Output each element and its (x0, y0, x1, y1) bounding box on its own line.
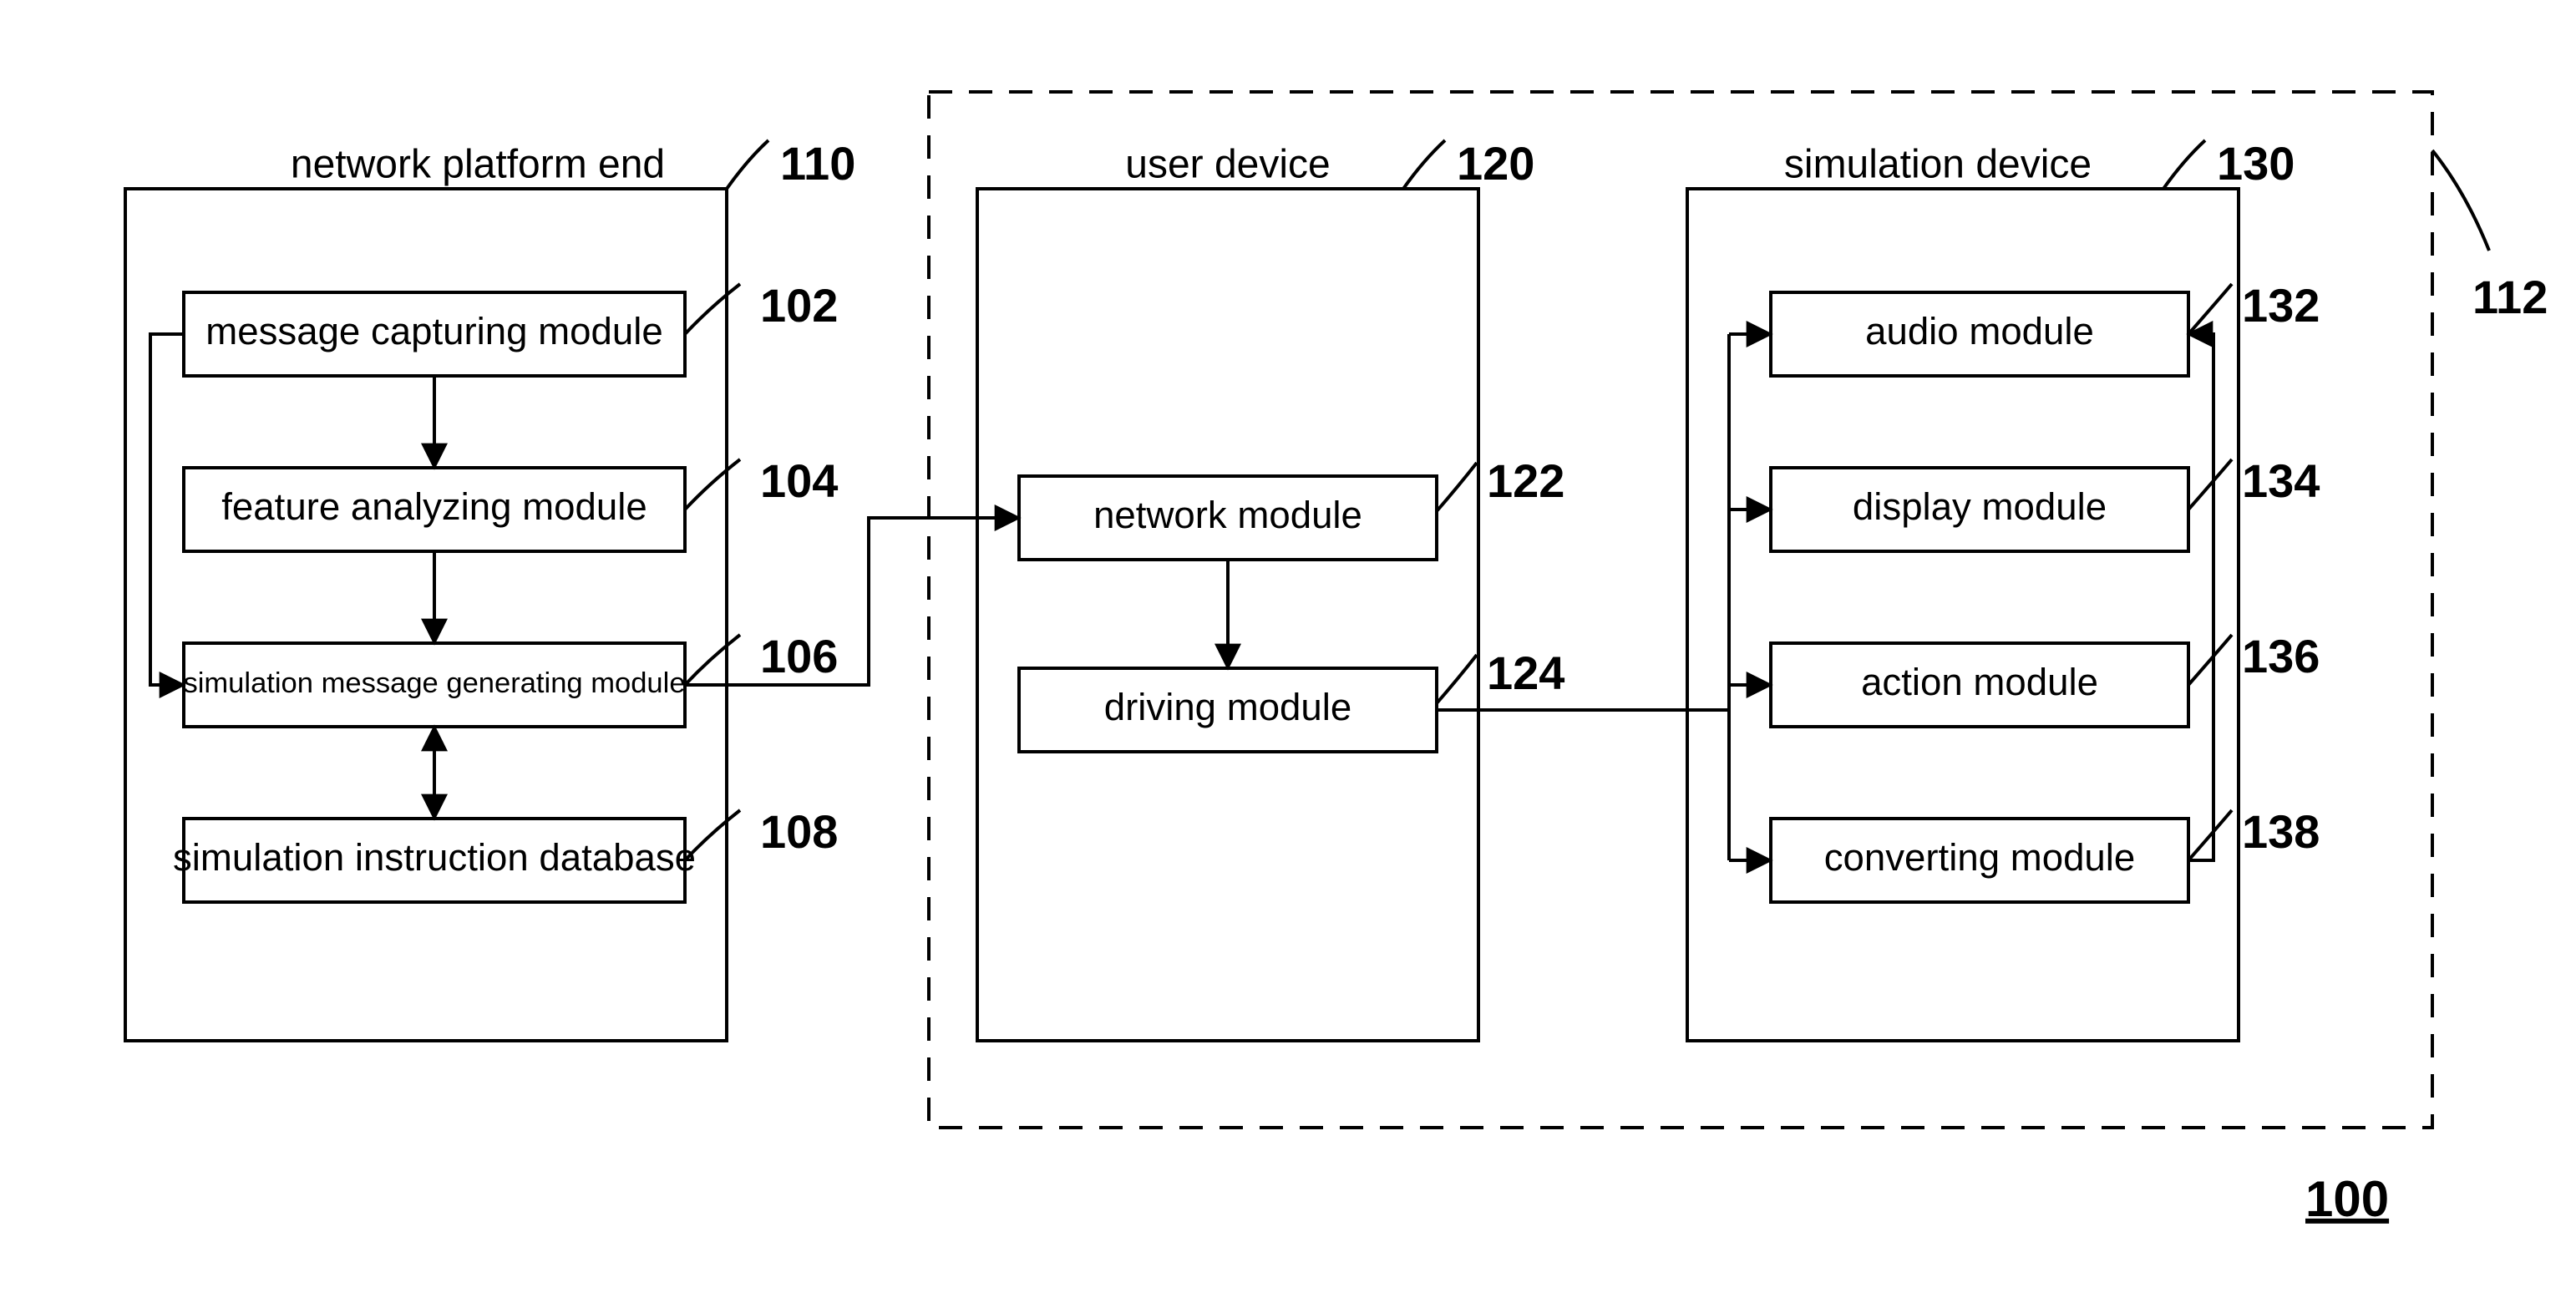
ref-num-102: 102 (760, 279, 838, 332)
ref-num-110: 110 (780, 137, 855, 190)
ref-num-134: 134 (2242, 454, 2320, 507)
converting_module-label: converting module (1824, 836, 2136, 879)
sim_msg_gen-label: simulation message generating module (183, 667, 685, 699)
edge-e_138_132 (2188, 334, 2213, 860)
ref-num-136: 136 (2242, 630, 2320, 682)
edge-e_124_bus_vert (1437, 334, 1729, 860)
user_device-title: user device (1125, 143, 1330, 187)
ref-num-122: 122 (1487, 454, 1564, 507)
ref-num-124: 124 (1487, 646, 1564, 699)
message_capturing-label: message capturing module (205, 310, 662, 352)
ref-num-112: 112 (2472, 271, 2548, 323)
driving_module-label: driving module (1104, 686, 1352, 728)
ref-num-108: 108 (760, 805, 838, 858)
audio_module-label: audio module (1865, 310, 2094, 352)
network_platform_end-title: network platform end (291, 143, 665, 187)
sim_instr_db-label: simulation instruction database (173, 836, 696, 879)
feature_analyzing-label: feature analyzing module (221, 485, 647, 528)
network_module-label: network module (1093, 494, 1362, 536)
ref-num-130: 130 (2217, 137, 2295, 190)
figure-number: 100 (2305, 1171, 2389, 1227)
action_module-label: action module (1861, 661, 2098, 703)
ref-num-106: 106 (760, 630, 838, 682)
ref-num-138: 138 (2242, 805, 2320, 858)
edge-e_106_122 (685, 518, 1019, 685)
ref-num-132: 132 (2242, 279, 2320, 332)
ref-num-120: 120 (1457, 137, 1534, 190)
block-diagram: message capturing module feature analyzin… (0, 0, 2576, 1293)
edge-e_102_106_side (150, 334, 184, 685)
ref-num-104: 104 (760, 454, 838, 507)
display_module-label: display module (1853, 485, 2107, 528)
simulation_device-title: simulation device (1784, 143, 2092, 187)
user-side-group (929, 92, 2432, 1128)
